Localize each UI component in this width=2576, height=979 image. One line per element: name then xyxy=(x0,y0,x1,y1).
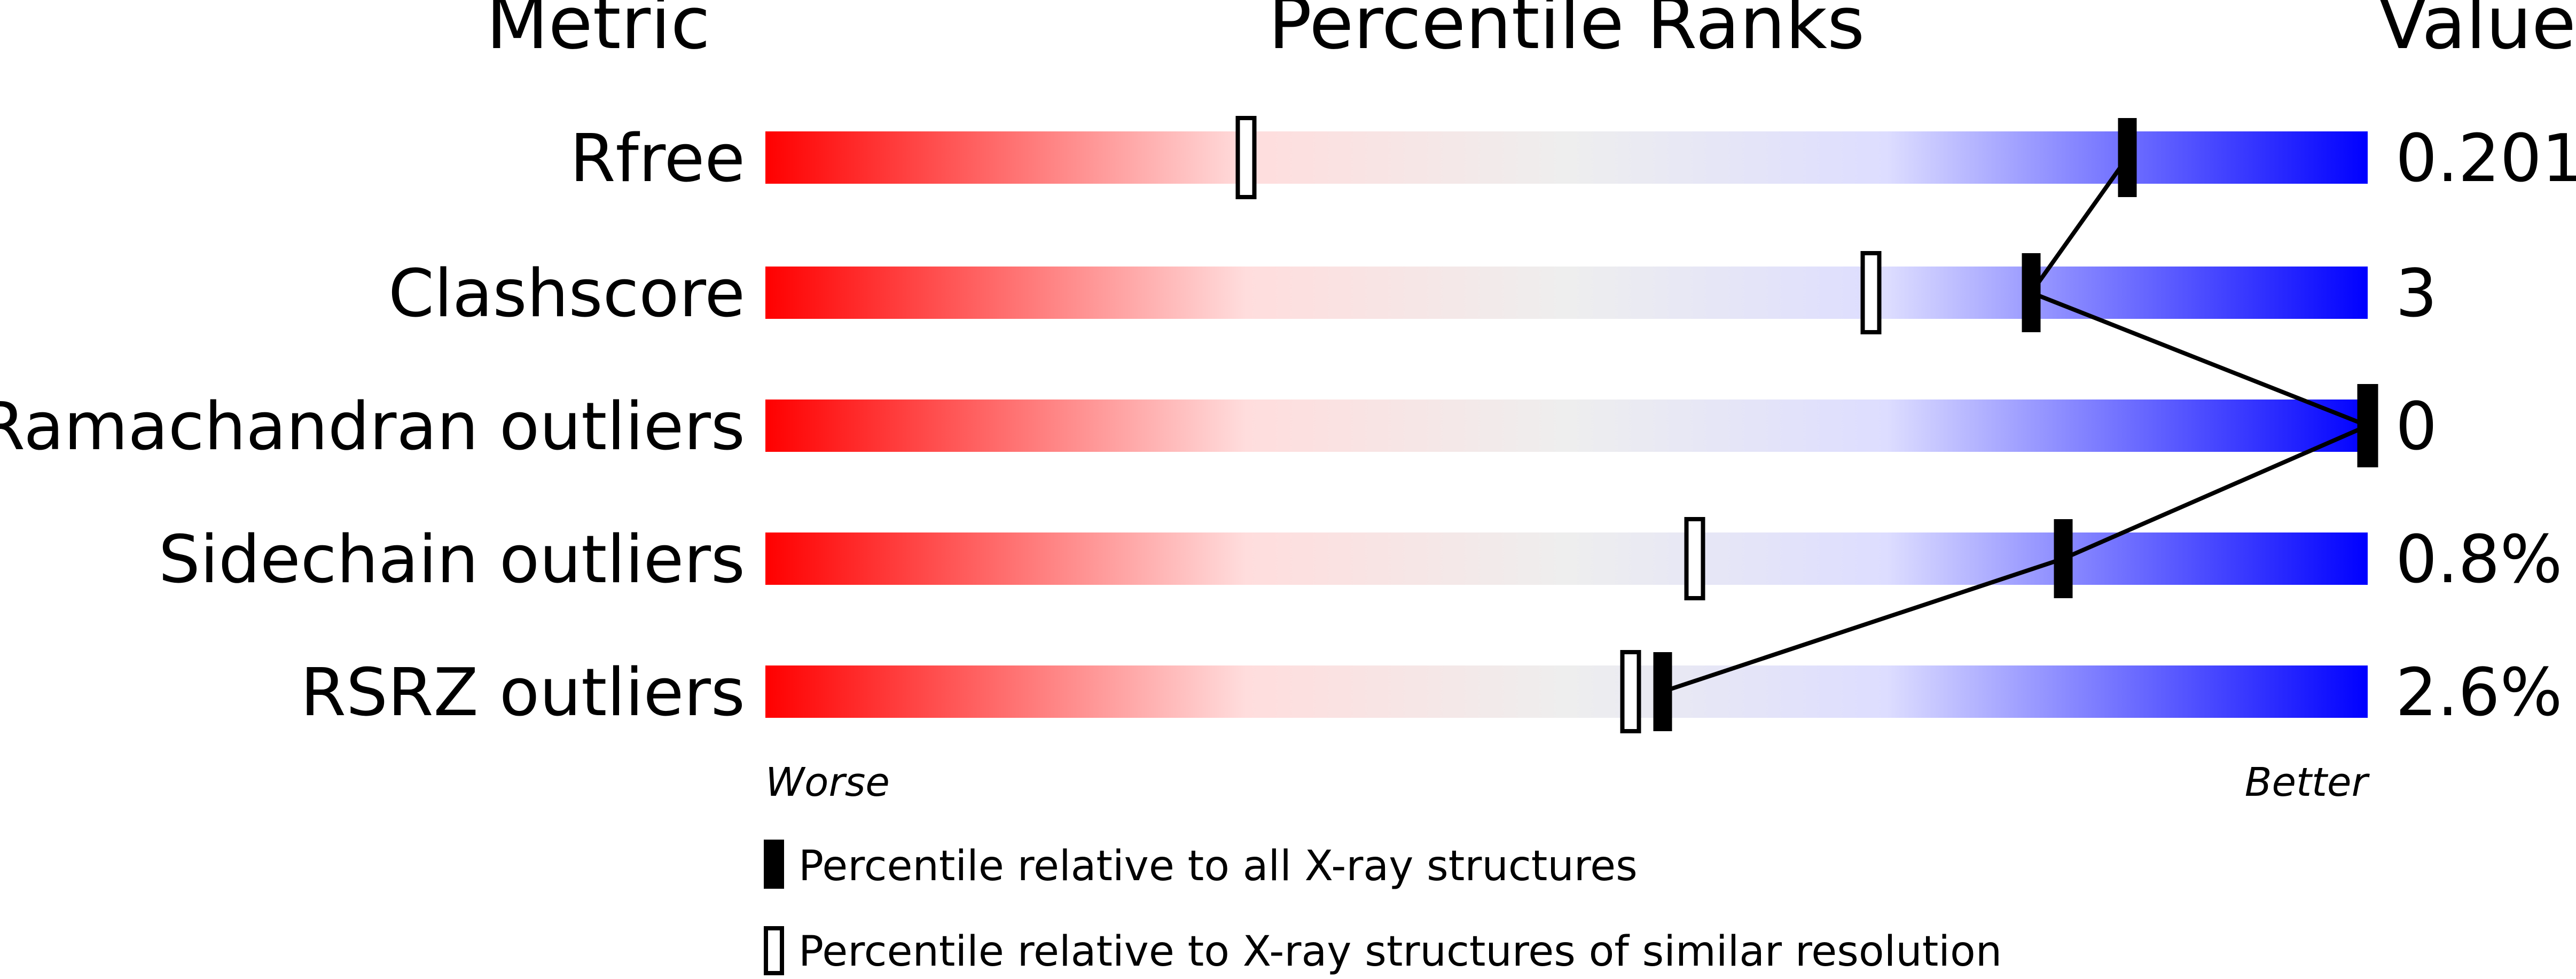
metric-label: Ramachandran outliers xyxy=(0,389,745,465)
axis-label-worse: Worse xyxy=(765,759,890,805)
header-metric: Metric xyxy=(486,0,710,65)
metric-value: 0.201 xyxy=(2395,121,2576,197)
metric-label: Clashscore xyxy=(388,256,745,332)
header-value: Value xyxy=(2378,0,2576,65)
marker-all-structures xyxy=(2358,386,2377,465)
metric-value: 0.8% xyxy=(2395,522,2563,598)
legend-marker-filled xyxy=(764,840,784,889)
percentile-bar xyxy=(765,131,2368,184)
legend-label-all: Percentile relative to all X-ray structu… xyxy=(798,842,1638,890)
metric-value: 3 xyxy=(2395,256,2437,332)
metric-label: RSRZ outliers xyxy=(301,655,745,731)
legend-label-similar: Percentile relative to X-ray structures … xyxy=(798,928,2002,976)
percentile-bar xyxy=(765,665,2368,718)
metric-value: 2.6% xyxy=(2395,655,2563,731)
marker-similar-resolution xyxy=(1684,517,1705,600)
marker-all-structures xyxy=(2022,253,2041,332)
legend-marker-open xyxy=(764,926,784,975)
percentile-bar xyxy=(765,267,2368,319)
marker-all-structures xyxy=(1653,652,1672,731)
axis-label-better: Better xyxy=(2245,759,2370,805)
marker-similar-resolution xyxy=(1235,116,1257,199)
marker-all-structures xyxy=(2118,118,2137,197)
marker-similar-resolution xyxy=(1620,650,1641,733)
marker-all-structures xyxy=(2054,519,2073,598)
metric-label: Rfree xyxy=(570,121,745,197)
marker-similar-resolution xyxy=(1860,251,1882,334)
header-percentile-ranks: Percentile Ranks xyxy=(1269,0,1865,65)
percentile-bar xyxy=(765,532,2368,585)
percentile-bar xyxy=(765,400,2368,452)
metric-label: Sidechain outliers xyxy=(159,522,745,598)
metric-value: 0 xyxy=(2395,389,2437,465)
